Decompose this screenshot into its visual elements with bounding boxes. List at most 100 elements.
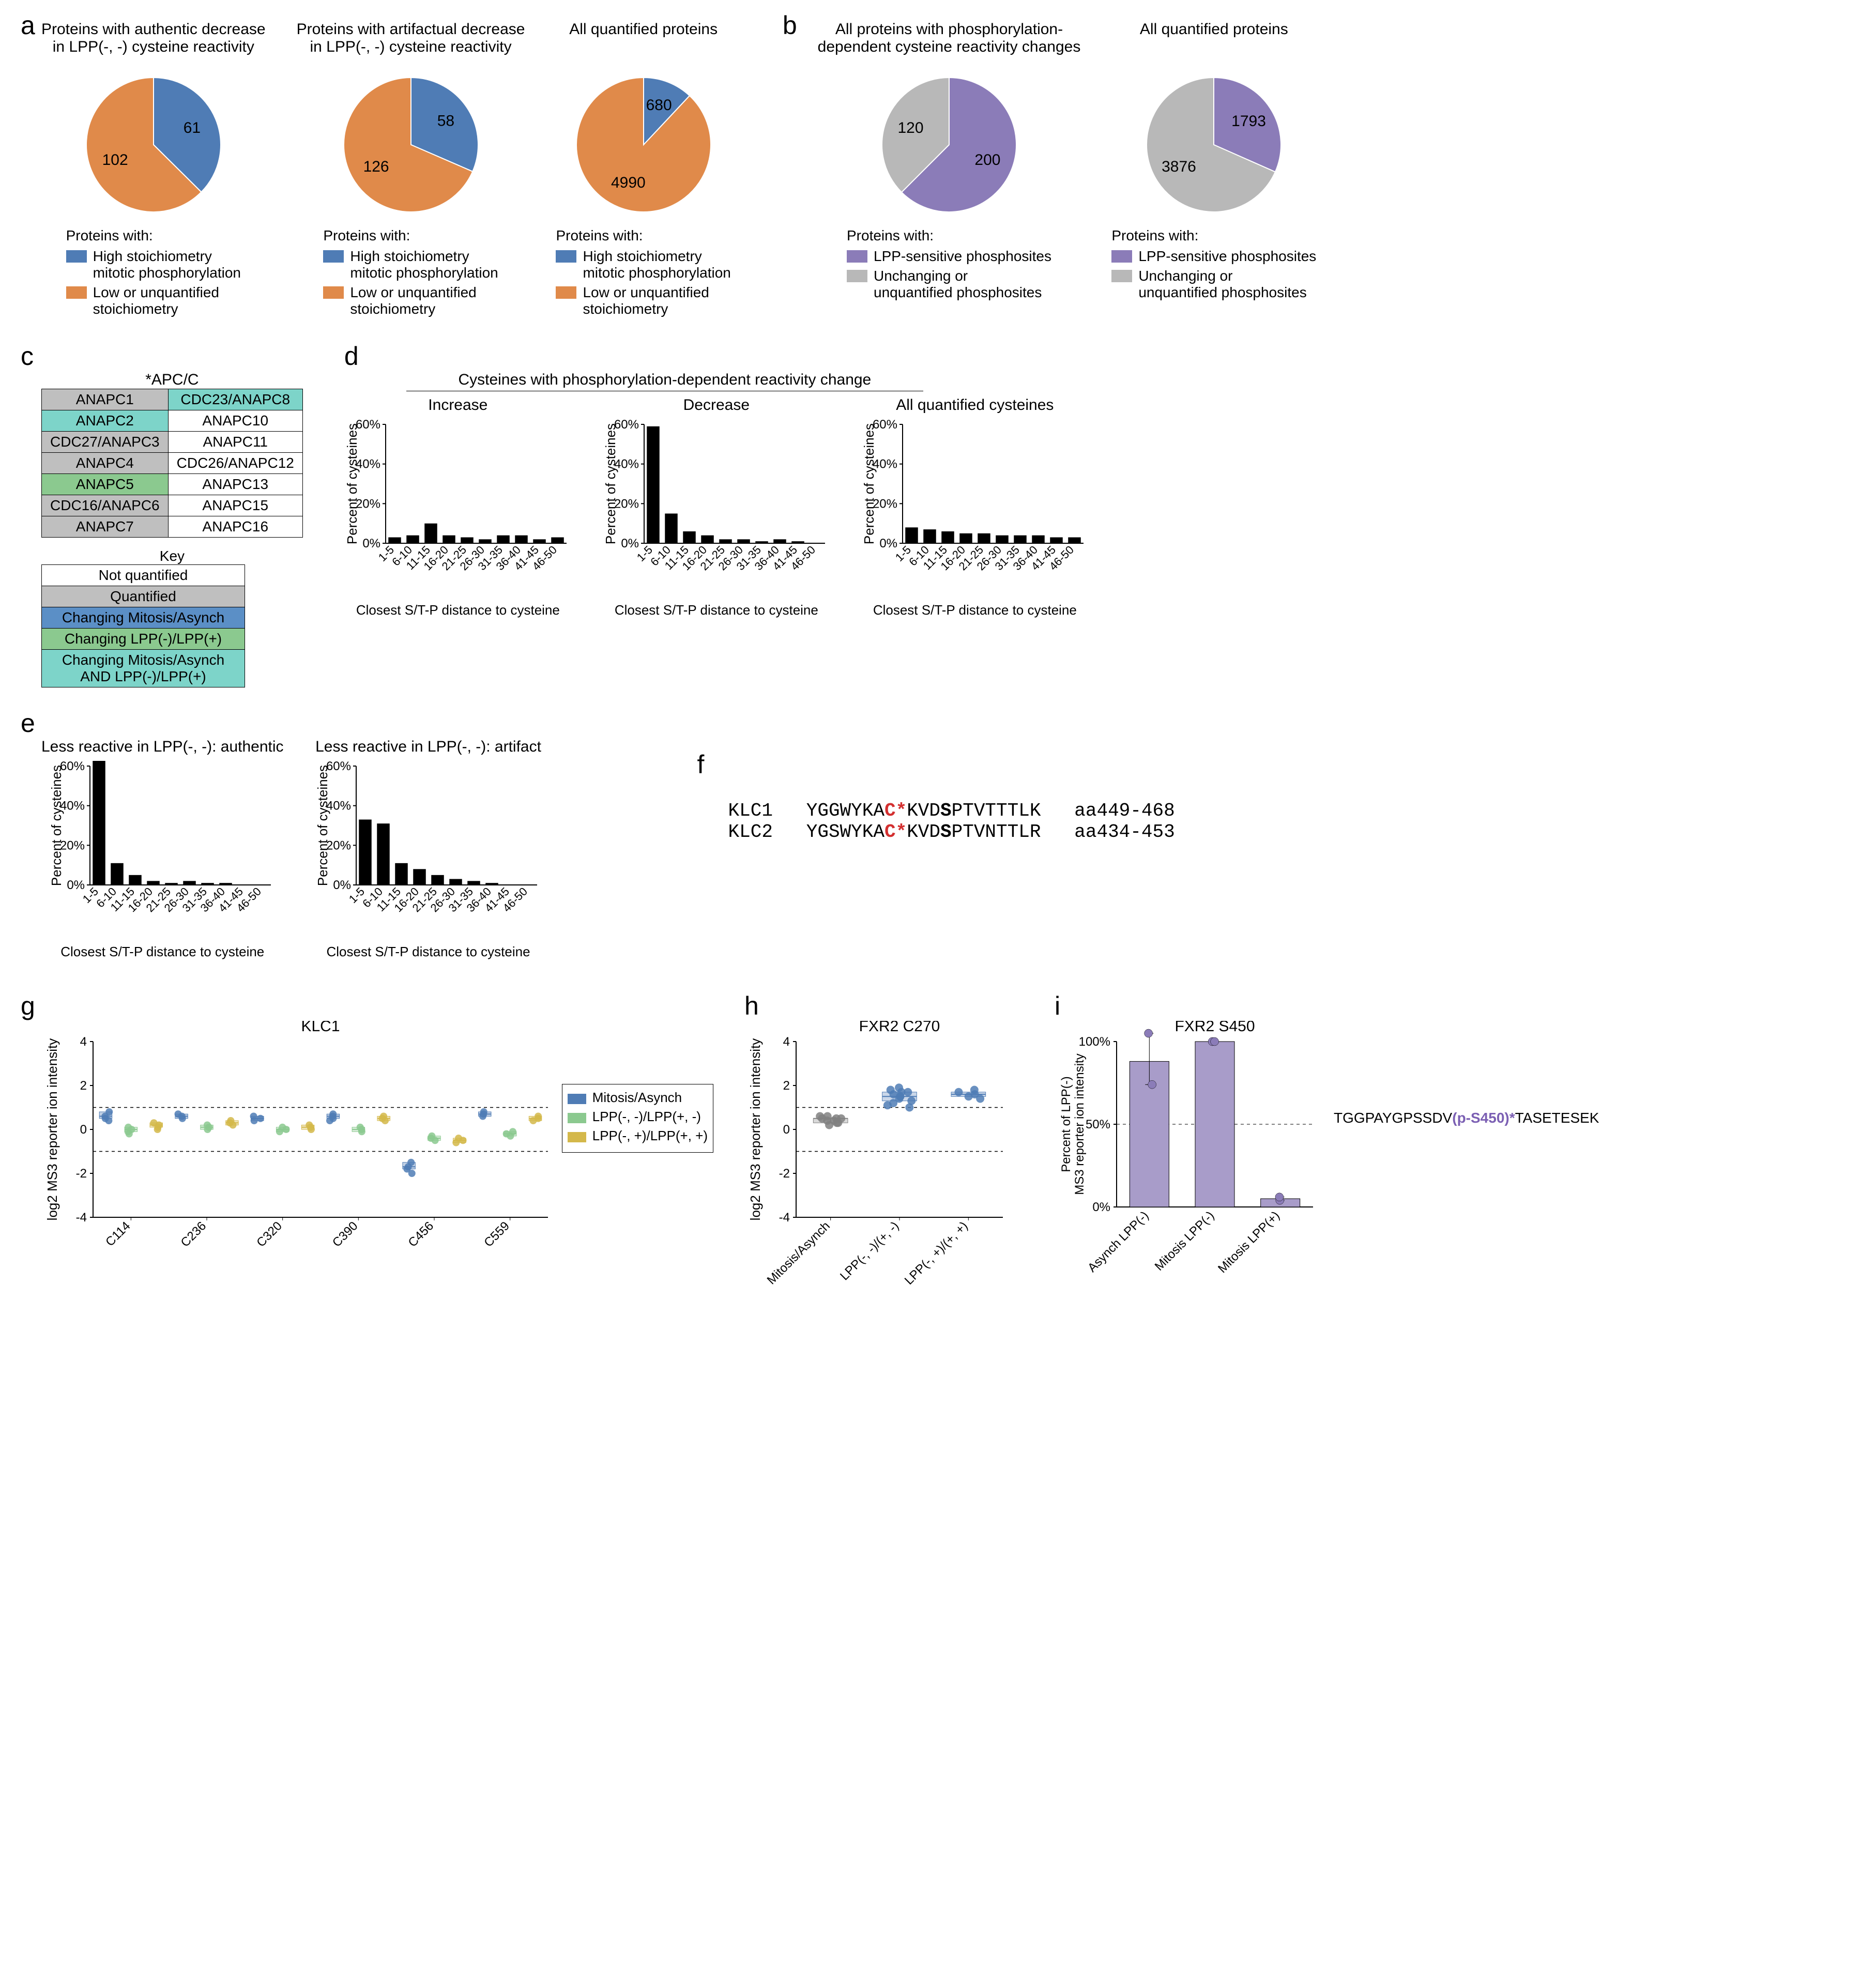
svg-text:0%: 0%	[1092, 1200, 1110, 1214]
legend-text: LPP-sensitive phosphosites	[874, 248, 1051, 265]
panel-label-b: b	[783, 10, 797, 40]
table-cell: ANAPC10	[168, 410, 302, 432]
pie-group: Proteins with authentic decreasein LPP(-…	[41, 21, 266, 320]
svg-text:LPP(-, -)/(+, -): LPP(-, -)/(+, -)	[837, 1219, 902, 1283]
svg-text:-2: -2	[76, 1167, 87, 1181]
pie-legend: Proteins with: LPP-sensitive phosphosites…	[1111, 227, 1316, 304]
pie-label: 120	[898, 119, 924, 136]
key-cell: Changing Mitosis/Asynch	[42, 607, 245, 629]
pie-legend: Proteins with:High stoichiometrymitotic …	[66, 227, 241, 320]
svg-text:KLC1: KLC1	[301, 1021, 340, 1035]
svg-text:100%: 100%	[1079, 1035, 1110, 1049]
legend-text: Low or unquantifiedstoichiometry	[93, 284, 219, 317]
pie-label: 200	[974, 151, 1000, 169]
legend-swatch	[1111, 270, 1132, 282]
bar-chart: Less reactive in LPP(-, -): artifact0%20…	[315, 738, 542, 960]
panel-label-g: g	[21, 991, 538, 1021]
legend-text: High stoichiometrymitotic phosphorylatio…	[350, 248, 498, 281]
x-axis-label: Closest S/T-P distance to cysteine	[615, 602, 818, 618]
pie-group: Proteins with artifactual decreasein LPP…	[297, 21, 525, 320]
panel-label-d: d	[344, 341, 1120, 371]
table-cell: CDC16/ANAPC6	[42, 495, 169, 516]
svg-text:Percent of LPP(-): Percent of LPP(-)	[1059, 1076, 1073, 1172]
pie-slice	[576, 78, 711, 212]
svg-text:4: 4	[80, 1035, 87, 1049]
svg-text:Percent of cysteines: Percent of cysteines	[344, 423, 360, 544]
dotplot-fxr2c270: FXR2 C270-4-2024log2 MS3 reporter ion in…	[744, 1021, 1013, 1290]
pie-group: All proteins with phosphorylation-depend…	[818, 21, 1081, 304]
pie-label: 126	[363, 158, 389, 175]
svg-text:LPP(-, +)/(+, +): LPP(-, +)/(+, +)	[902, 1219, 971, 1288]
legend-text: Low or unquantifiedstoichiometry	[350, 284, 476, 317]
pie-label: 3876	[1162, 158, 1196, 175]
dotplot-legend: Mitosis/AsynchLPP(-, -)/LPP(+, -)LPP(-, …	[562, 1084, 713, 1153]
legend-item: High stoichiometrymitotic phosphorylatio…	[66, 248, 241, 281]
svg-text:2: 2	[783, 1079, 790, 1093]
panel-label-h: h	[744, 991, 1013, 1021]
key-cell: Changing LPP(-)/LPP(+)	[42, 629, 245, 650]
svg-text:Percent of cysteines: Percent of cysteines	[603, 423, 618, 544]
pie-title: All quantified proteins	[1140, 21, 1288, 62]
table-cell: ANAPC11	[168, 432, 302, 453]
pie-title: All proteins with phosphorylation-depend…	[818, 21, 1081, 62]
svg-text:4: 4	[783, 1035, 790, 1049]
bar-chart: Less reactive in LPP(-, -): authentic0%2…	[41, 738, 284, 960]
legend-item: Low or unquantifiedstoichiometry	[556, 284, 730, 317]
pie-title: Proteins with authentic decreasein LPP(-…	[41, 21, 266, 62]
apc-table: ANAPC1CDC23/ANAPC8ANAPC2ANAPC10CDC27/ANA…	[41, 389, 303, 538]
table-cell: ANAPC2	[42, 410, 169, 432]
svg-text:C390: C390	[330, 1219, 361, 1250]
legend-swatch	[556, 250, 576, 263]
legend-swatch	[323, 250, 344, 263]
bar-chart: Increase0%20%40%60%1-56-1011-1516-2021-2…	[344, 396, 572, 618]
svg-text:log2 MS3 reporter ion intensit: log2 MS3 reporter ion intensity	[748, 1038, 763, 1221]
key-table: Not quantifiedQuantifiedChanging Mitosis…	[41, 564, 245, 687]
legend-item: LPP-sensitive phosphosites	[847, 248, 1051, 265]
svg-text:2: 2	[80, 1079, 87, 1093]
svg-text:0%: 0%	[621, 537, 639, 550]
x-axis-label: Closest S/T-P distance to cysteine	[327, 944, 530, 960]
table-cell: CDC23/ANAPC8	[168, 389, 302, 410]
svg-text:-2: -2	[779, 1167, 790, 1181]
table-cell: ANAPC5	[42, 474, 169, 495]
phospho-sequence: TGGPAYGPSSDV(p-S450)*TASETESEK	[1334, 1110, 1599, 1126]
key-cell: Changing Mitosis/AsynchAND LPP(-)/LPP(+)	[42, 650, 245, 687]
bar-chart-title: All quantified cysteines	[896, 396, 1054, 414]
legend-item: Low or unquantifiedstoichiometry	[66, 284, 241, 317]
key-title: Key	[41, 548, 303, 564]
pie-title: Proteins with artifactual decreasein LPP…	[297, 21, 525, 62]
svg-text:FXR2 S450: FXR2 S450	[1174, 1021, 1255, 1035]
bar-chart: All quantified cysteines0%20%40%60%1-56-…	[861, 396, 1089, 618]
legend-heading: Proteins with:	[1111, 227, 1316, 244]
panel-d-title: Cysteines with phosphorylation-dependent…	[406, 371, 923, 391]
pie-title: All quantified proteins	[569, 21, 718, 62]
svg-text:0: 0	[783, 1123, 790, 1137]
pie-group: All quantified proteins17933876Proteins …	[1111, 21, 1316, 304]
svg-text:C236: C236	[178, 1219, 209, 1250]
pie-label: 680	[646, 97, 672, 114]
panel-label-i: i	[1055, 991, 1323, 1021]
x-axis-label: Closest S/T-P distance to cysteine	[873, 602, 1077, 618]
legend-item: Low or unquantifiedstoichiometry	[323, 284, 498, 317]
svg-text:C320: C320	[254, 1219, 285, 1250]
table-cell: ANAPC16	[168, 516, 302, 538]
legend-text: Unchanging orunquantified phosphosites	[874, 268, 1042, 301]
pie-legend: Proteins with:LPP-sensitive phosphosites…	[847, 227, 1051, 304]
panel-label-c: c	[21, 341, 282, 371]
legend-swatch	[1111, 250, 1132, 263]
panel-label-f: f	[697, 750, 1144, 779]
bar-chart-title: Less reactive in LPP(-, -): authentic	[41, 738, 284, 756]
svg-text:Asynch LPP(-): Asynch LPP(-)	[1085, 1209, 1151, 1275]
svg-text:FXR2 C270: FXR2 C270	[859, 1021, 940, 1035]
svg-text:0%: 0%	[879, 537, 897, 550]
legend-text: Unchanging orunquantified phosphosites	[1138, 268, 1306, 301]
svg-text:0%: 0%	[67, 878, 85, 892]
legend-item: LPP-sensitive phosphosites	[1111, 248, 1316, 265]
legend-text: LPP-sensitive phosphosites	[1138, 248, 1316, 265]
svg-text:Mitosis LPP(+): Mitosis LPP(+)	[1215, 1209, 1283, 1276]
svg-text:0%: 0%	[362, 537, 380, 550]
table-cell: ANAPC1	[42, 389, 169, 410]
legend-text: High stoichiometrymitotic phosphorylatio…	[583, 248, 730, 281]
svg-text:C114: C114	[103, 1219, 133, 1249]
svg-text:-4: -4	[76, 1211, 87, 1225]
